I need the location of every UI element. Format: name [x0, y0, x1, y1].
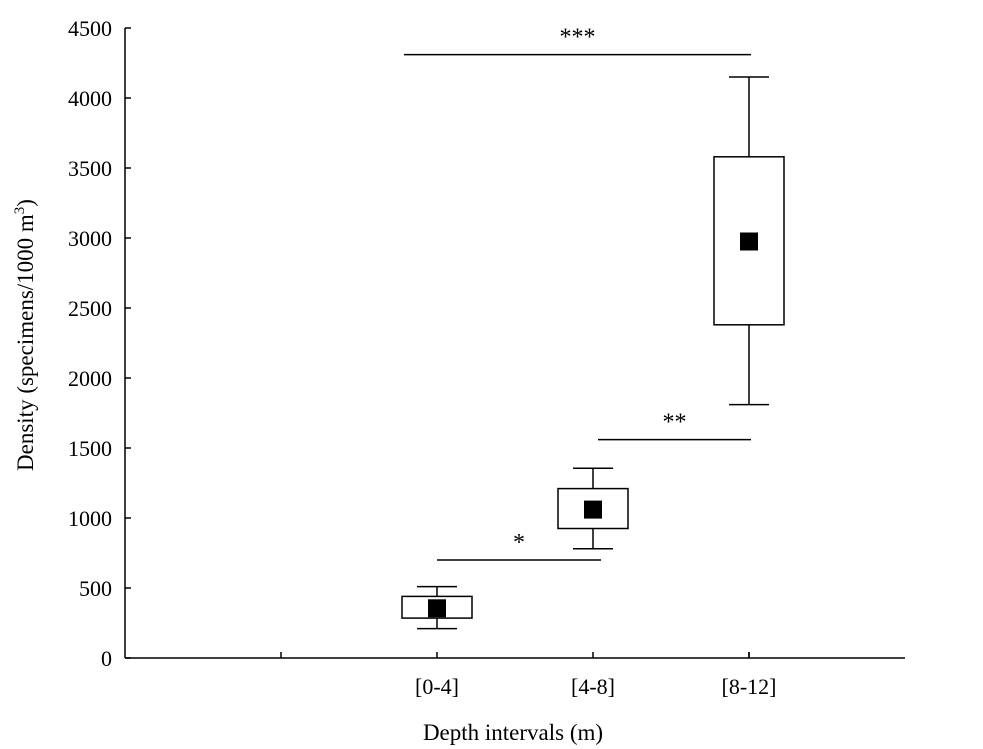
- y-tick-label: 1500: [68, 436, 112, 461]
- x-axis-ticks: [0-4] [4-8] [8-12]: [280, 652, 777, 699]
- mean-marker: [584, 500, 602, 519]
- y-axis-ticks: 0 500 1000 1500 2000 2500 3000 3500 4000 4500: [68, 16, 131, 671]
- x-tick-label: [8-12]: [722, 674, 777, 699]
- y-tick-label: 3500: [68, 156, 112, 181]
- y-axis-title-superscript: 3: [12, 207, 28, 215]
- box-series: [401, 76, 785, 630]
- significance-label: **: [663, 410, 687, 436]
- mean-marker: [740, 232, 758, 251]
- significance-label: ***: [560, 25, 596, 51]
- significance-label: *: [513, 530, 525, 556]
- y-tick-label: 0: [101, 646, 112, 671]
- y-tick-label: 4500: [68, 16, 112, 41]
- plot-area: 0 500 1000 1500 2000 2500 3000 3500 4000 4500 [0-…: [68, 16, 905, 699]
- box-0-4: [401, 585, 473, 630]
- y-tick-label: 2500: [68, 296, 112, 321]
- mean-marker: [428, 599, 446, 618]
- significance-brackets: ******: [404, 25, 751, 561]
- box-8-12: [713, 76, 785, 406]
- y-axis-title: Density (specimens/1000 m3): [12, 199, 38, 471]
- y-tick-label: 4000: [68, 86, 112, 111]
- y-axis-title-tail: ): [13, 199, 38, 207]
- y-tick-label: 3000: [68, 226, 112, 251]
- box-4-8: [557, 467, 629, 550]
- y-tick-label: 2000: [68, 366, 112, 391]
- x-axis-title: Depth intervals (m): [423, 720, 603, 745]
- y-tick-label: 1000: [68, 506, 112, 531]
- y-axis-title-main: Density (specimens/1000 m: [13, 214, 38, 471]
- x-tick-label: [0-4]: [415, 674, 459, 699]
- y-tick-label: 500: [79, 576, 112, 601]
- x-tick-label: [4-8]: [571, 674, 615, 699]
